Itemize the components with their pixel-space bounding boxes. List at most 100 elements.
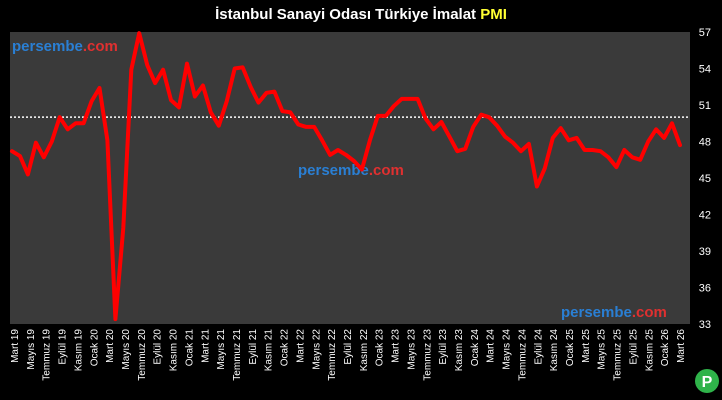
x-tick-label: Kasım 22 bbox=[359, 329, 370, 372]
y-tick-label: 51 bbox=[699, 100, 711, 112]
x-tick-label: Mayıs 22 bbox=[311, 329, 322, 370]
x-tick-label: Mayıs 19 bbox=[26, 329, 37, 370]
data-point bbox=[194, 96, 196, 97]
x-tick-label: Mart 21 bbox=[200, 329, 211, 363]
data-point bbox=[631, 156, 633, 158]
data-point bbox=[51, 141, 53, 142]
data-point bbox=[321, 139, 323, 141]
data-point bbox=[258, 102, 259, 104]
data-point bbox=[552, 137, 554, 139]
data-point bbox=[409, 98, 411, 100]
data-point bbox=[273, 91, 275, 93]
y-tick-label: 54 bbox=[699, 64, 711, 76]
data-point bbox=[663, 137, 665, 139]
x-tick-label: Mart 19 bbox=[10, 329, 21, 363]
x-tick-label: Kasım 19 bbox=[73, 329, 84, 372]
data-point bbox=[464, 148, 466, 150]
x-tick-label: Temmuz 20 bbox=[137, 329, 148, 381]
y-tick-label: 36 bbox=[699, 283, 711, 295]
x-tick-label: Eylül 20 bbox=[153, 329, 164, 365]
x-tick-label: Kasım 21 bbox=[264, 329, 275, 372]
x-tick-label: Temmuz 23 bbox=[422, 329, 433, 381]
x-tick-label: Eylül 19 bbox=[58, 329, 69, 365]
data-point bbox=[456, 150, 458, 152]
x-tick-label: Mart 24 bbox=[486, 329, 497, 363]
data-point bbox=[83, 122, 85, 124]
watermark-center: persembe.com bbox=[298, 162, 404, 179]
chart-title-main: İstanbul Sanayi Odası Türkiye İmalat bbox=[215, 6, 477, 23]
x-tick-label: Temmuz 25 bbox=[613, 329, 624, 381]
y-tick-label: 48 bbox=[699, 137, 711, 149]
data-point bbox=[496, 125, 498, 127]
data-point bbox=[178, 106, 180, 108]
x-tick-label: Mart 22 bbox=[295, 329, 306, 363]
y-tick-label: 33 bbox=[699, 319, 711, 331]
x-tick-label: Eylül 21 bbox=[248, 329, 259, 365]
data-point bbox=[130, 69, 132, 71]
data-point bbox=[91, 100, 92, 102]
x-tick-label: Mart 20 bbox=[105, 329, 116, 363]
data-point bbox=[440, 121, 442, 123]
data-point bbox=[266, 92, 267, 94]
data-point bbox=[122, 227, 124, 229]
data-point bbox=[607, 156, 609, 158]
data-point bbox=[305, 126, 307, 128]
x-tick-label: Kasım 23 bbox=[454, 329, 465, 372]
data-point bbox=[281, 110, 283, 112]
y-axis-ticks: 33 36 39 42 45 48 51 54 57 bbox=[699, 27, 711, 331]
x-tick-label: Temmuz 22 bbox=[327, 329, 338, 381]
x-tick-label: Mayıs 23 bbox=[406, 329, 417, 370]
chart-title-highlight: PMI bbox=[480, 6, 507, 23]
watermark-domain: .com bbox=[83, 38, 118, 55]
data-point bbox=[393, 105, 395, 107]
x-tick-label: Ocak 24 bbox=[470, 329, 481, 367]
data-point bbox=[504, 136, 506, 138]
x-axis-ticks: Mart 19 Mayıs 19 Temmuz 19 Eylül 19 Kasım 19… bbox=[10, 329, 687, 381]
data-point bbox=[43, 156, 45, 158]
x-tick-label: Ocak 20 bbox=[89, 329, 100, 367]
x-tick-label: Kasım 25 bbox=[644, 329, 655, 372]
data-point bbox=[202, 85, 204, 86]
data-point bbox=[600, 150, 601, 152]
data-point bbox=[560, 127, 562, 129]
data-point bbox=[99, 87, 100, 89]
watermark-domain: .com bbox=[632, 304, 667, 321]
persembe-logo: P bbox=[695, 369, 719, 393]
data-point bbox=[329, 154, 331, 156]
data-point bbox=[512, 142, 514, 144]
data-point bbox=[385, 115, 387, 117]
data-point bbox=[11, 150, 13, 152]
data-point bbox=[623, 149, 625, 151]
data-point bbox=[297, 124, 299, 125]
data-point bbox=[425, 117, 426, 119]
data-point bbox=[592, 149, 593, 151]
data-point bbox=[472, 126, 474, 128]
data-point bbox=[520, 150, 522, 152]
watermark-brand: persembe bbox=[298, 162, 369, 179]
data-point bbox=[313, 126, 315, 128]
x-tick-label: Temmuz 21 bbox=[232, 329, 243, 381]
data-point bbox=[671, 122, 673, 124]
watermark-brand: persembe bbox=[561, 304, 632, 321]
data-point bbox=[377, 115, 379, 117]
series-points bbox=[11, 32, 681, 320]
logo-letter: P bbox=[702, 374, 713, 391]
data-point bbox=[568, 139, 570, 141]
x-tick-label: Ocak 25 bbox=[565, 329, 576, 367]
x-tick-label: Mart 23 bbox=[391, 329, 402, 363]
watermark-top-left: persembe.com bbox=[12, 38, 118, 55]
data-point bbox=[528, 143, 530, 145]
x-tick-label: Mayıs 25 bbox=[597, 329, 608, 370]
x-tick-label: Ocak 21 bbox=[184, 329, 195, 367]
x-tick-label: Eylül 25 bbox=[628, 329, 639, 365]
watermark-domain: .com bbox=[369, 162, 404, 179]
data-point bbox=[536, 186, 538, 187]
data-point bbox=[480, 114, 482, 116]
data-point bbox=[75, 122, 77, 124]
data-point bbox=[234, 68, 236, 69]
data-point bbox=[67, 128, 69, 130]
data-point bbox=[361, 169, 363, 170]
data-point bbox=[27, 173, 29, 175]
data-point bbox=[369, 139, 371, 141]
